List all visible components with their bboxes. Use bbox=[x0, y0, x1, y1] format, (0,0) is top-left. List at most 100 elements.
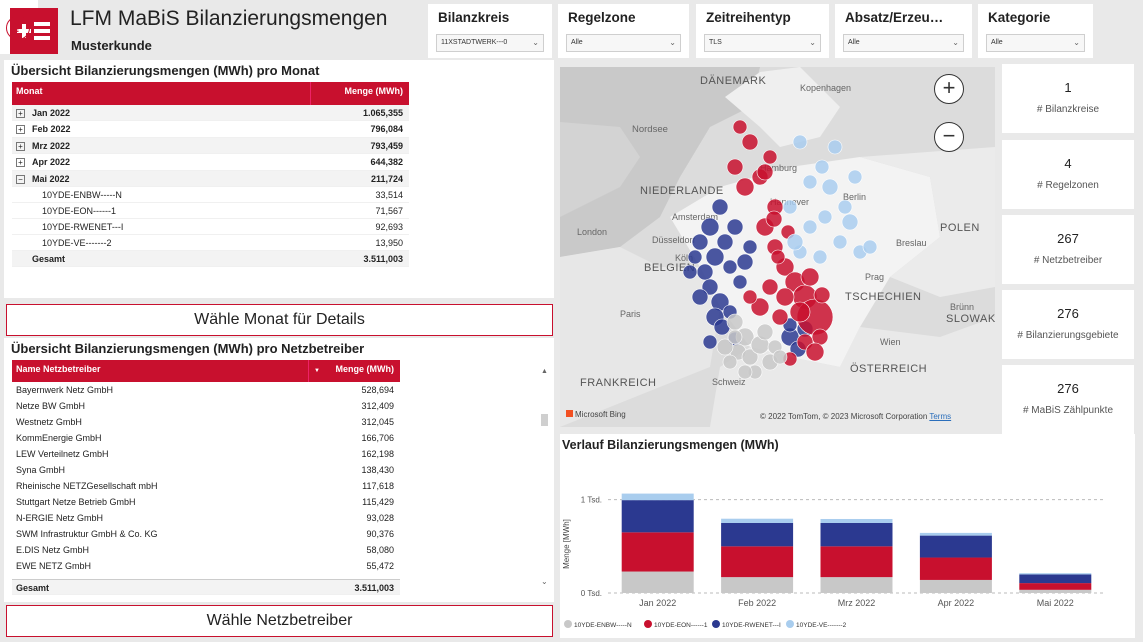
map-bubble[interactable] bbox=[782, 199, 798, 215]
map-bubble[interactable] bbox=[700, 217, 720, 237]
map-bubble[interactable] bbox=[732, 119, 748, 135]
table-row[interactable]: Bayernwerk Netz GmbH 528,694 bbox=[12, 382, 400, 398]
bar-segment[interactable] bbox=[1019, 574, 1092, 584]
map-bubbles[interactable] bbox=[560, 67, 995, 427]
sort-desc-icon[interactable]: ▼ bbox=[314, 368, 320, 374]
table-row[interactable]: Westnetz GmbH 312,045 bbox=[12, 414, 400, 430]
map-bubble[interactable] bbox=[756, 163, 774, 181]
collapse-icon[interactable]: − bbox=[16, 174, 25, 184]
col-header-month[interactable]: Monat bbox=[16, 86, 43, 96]
map-bubble[interactable] bbox=[770, 249, 786, 265]
bar-segment[interactable] bbox=[621, 500, 694, 533]
table-row[interactable]: EWE NETZ GmbH 55,472 bbox=[12, 558, 400, 574]
table-row[interactable]: Stuttgart Netze Betrieb GmbH 115,429 bbox=[12, 494, 400, 510]
map-bubble[interactable] bbox=[802, 219, 818, 235]
map-bubble[interactable] bbox=[771, 308, 789, 326]
question-icon[interactable]: ? bbox=[6, 16, 30, 40]
bar-segment[interactable] bbox=[621, 493, 694, 501]
map-bubble[interactable] bbox=[741, 133, 759, 151]
slicer-dropdown-kategorie[interactable]: Alle ⌄ bbox=[986, 34, 1085, 52]
map-bubble[interactable] bbox=[800, 267, 820, 287]
table-row[interactable]: + Feb 2022 796,084 bbox=[12, 121, 409, 138]
map-bubble[interactable] bbox=[716, 233, 734, 251]
map-bubble[interactable] bbox=[841, 213, 859, 231]
map-bubble[interactable] bbox=[811, 328, 829, 346]
legend-label[interactable]: 10YDE-ENBW-----N bbox=[574, 622, 632, 629]
select-netzbetreiber-button[interactable]: Wähle Netzbetreiber bbox=[6, 605, 553, 637]
map-bubble[interactable] bbox=[742, 289, 758, 305]
map-bubble[interactable] bbox=[813, 286, 831, 304]
map-bubble[interactable] bbox=[756, 323, 774, 341]
map-bubble[interactable] bbox=[792, 134, 808, 150]
bar-segment[interactable] bbox=[621, 571, 694, 593]
bar-segment[interactable] bbox=[820, 523, 893, 547]
col-header-name[interactable]: Name Netzbetreiber bbox=[16, 364, 101, 374]
map-bubble[interactable] bbox=[765, 210, 783, 228]
table-row[interactable]: KommEnergie GmbH 166,706 bbox=[12, 430, 400, 446]
slicer-dropdown-absatz-erzeugung[interactable]: Alle ⌄ bbox=[843, 34, 964, 52]
map-visual[interactable]: DÄNEMARK NIEDERLANDE POLEN BELGIEN TSCHECHIE… bbox=[560, 67, 995, 427]
map-bubble[interactable] bbox=[802, 174, 818, 190]
map-bubble[interactable] bbox=[741, 348, 759, 366]
bar-segment[interactable] bbox=[721, 523, 794, 547]
map-bubble[interactable] bbox=[691, 233, 709, 251]
bar-segment[interactable] bbox=[1019, 589, 1092, 593]
bar-segment[interactable] bbox=[919, 535, 992, 558]
table-row[interactable]: Rheinische NETZGesellschaft mbH 117,618 bbox=[12, 478, 400, 494]
table-row[interactable]: + Jan 2022 1.065,355 bbox=[12, 105, 409, 122]
map-bubble[interactable] bbox=[837, 199, 853, 215]
map-bubble[interactable] bbox=[711, 198, 729, 216]
map-bubble[interactable] bbox=[862, 239, 878, 255]
map-bubble[interactable] bbox=[687, 249, 703, 265]
nb-table-scrollbar[interactable]: ▲ ⌄ bbox=[540, 368, 549, 586]
map-bubble[interactable] bbox=[742, 239, 758, 255]
table-row[interactable]: + Mrz 2022 793,459 bbox=[12, 137, 409, 155]
expand-icon[interactable]: + bbox=[16, 125, 25, 135]
map-bubble[interactable] bbox=[732, 274, 748, 290]
table-row[interactable]: Syna GmbH 138,430 bbox=[12, 462, 400, 478]
map-bubble[interactable] bbox=[702, 334, 718, 350]
slicer-dropdown-zeitreihentyp[interactable]: TLS ⌄ bbox=[704, 34, 821, 52]
bar-segment[interactable] bbox=[919, 532, 992, 536]
col-header-amount[interactable]: Menge (MWh) bbox=[335, 364, 395, 374]
zoom-out-icon[interactable]: − bbox=[934, 122, 964, 152]
legend-label[interactable]: 10YDE-EON------1 bbox=[654, 622, 708, 629]
bar-segment[interactable] bbox=[820, 577, 893, 593]
bar-segment[interactable] bbox=[1019, 573, 1092, 575]
terms-link[interactable]: Terms bbox=[929, 412, 952, 421]
map-bubble[interactable] bbox=[736, 253, 754, 271]
scroll-down-icon[interactable]: ⌄ bbox=[541, 577, 548, 586]
sub-row[interactable]: 10YDE-EON------1 71,567 bbox=[12, 203, 409, 219]
sub-row[interactable]: 10YDE-VE-------2 13,950 bbox=[12, 235, 409, 251]
map-bubble[interactable] bbox=[827, 139, 843, 155]
map-bubble[interactable] bbox=[691, 288, 709, 306]
map-bubble[interactable] bbox=[761, 278, 779, 296]
map-bubble[interactable] bbox=[821, 178, 839, 196]
table-row[interactable]: N-ERGIE Netz GmbH 93,028 bbox=[12, 510, 400, 526]
map-bubble[interactable] bbox=[817, 209, 833, 225]
bar-segment[interactable] bbox=[721, 577, 794, 593]
bar-segment[interactable] bbox=[721, 546, 794, 578]
col-header-amount[interactable]: Menge (MWh) bbox=[344, 86, 404, 96]
map-bubble[interactable] bbox=[805, 342, 825, 362]
expand-icon[interactable]: + bbox=[16, 158, 25, 168]
table-row[interactable]: + Apr 2022 644,382 bbox=[12, 154, 409, 171]
map-bubble[interactable] bbox=[696, 263, 714, 281]
bar-segment[interactable] bbox=[1019, 583, 1092, 590]
map-bubble[interactable] bbox=[775, 287, 795, 307]
map-bubble[interactable] bbox=[814, 159, 830, 175]
bar-segment[interactable] bbox=[820, 546, 893, 578]
map-bubble[interactable] bbox=[847, 169, 863, 185]
table-row[interactable]: E.DIS Netz GmbH 58,080 bbox=[12, 542, 400, 558]
expand-icon[interactable]: + bbox=[16, 109, 25, 118]
table-row[interactable]: − Mai 2022 211,724 bbox=[12, 170, 409, 187]
slicer-dropdown-regelzone[interactable]: Alle ⌄ bbox=[566, 34, 681, 52]
map-bubble[interactable] bbox=[735, 177, 755, 197]
map-bubble[interactable] bbox=[789, 301, 811, 323]
table-row[interactable]: SWM Infrastruktur GmbH & Co. KG 90,376 bbox=[12, 526, 400, 542]
map-bubble[interactable] bbox=[786, 233, 804, 251]
map-bubble[interactable] bbox=[682, 264, 698, 280]
bar-segment[interactable] bbox=[721, 518, 794, 523]
scroll-thumb[interactable] bbox=[541, 414, 548, 426]
map-bubble[interactable] bbox=[726, 158, 744, 176]
